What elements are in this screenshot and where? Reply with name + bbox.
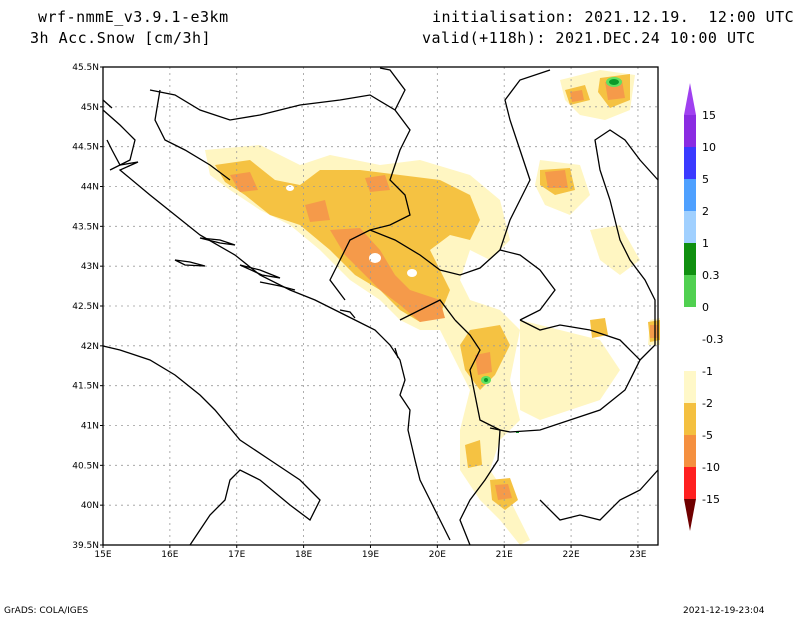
lon-tick-label: 19E [362, 550, 379, 560]
lon-tick-label: 22E [563, 550, 580, 560]
lat-tick-label: 45.5N [72, 63, 99, 73]
legend-label: -0.3 [702, 333, 723, 346]
lat-tick-label: 43N [81, 262, 99, 272]
legend-swatch [684, 467, 696, 499]
lat-tick-label: 41N [81, 422, 99, 432]
legend-swatch [684, 403, 696, 435]
footer-timestamp: 2021-12-19-23:04 [683, 606, 765, 616]
legend-swatch [684, 179, 696, 211]
legend-swatch [684, 211, 696, 243]
lat-tick-label: 41.5N [72, 382, 99, 392]
lon-tick-label: 16E [161, 550, 178, 560]
lat-tick-label: 42.5N [72, 302, 99, 312]
legend-swatch [684, 243, 696, 275]
legend-bottom-triangle [684, 499, 696, 531]
legend-label: -2 [702, 397, 713, 410]
lat-tick-label: 44N [81, 183, 99, 193]
valid-time: valid(+118h): 2021.DEC.24 10:00 UTC [422, 29, 756, 47]
lat-tick-label: 43.5N [72, 222, 99, 232]
legend-label: -5 [702, 429, 713, 442]
legend-label: 2 [702, 205, 709, 218]
map-grid [103, 67, 658, 545]
lon-tick-label: 23E [629, 550, 646, 560]
model-title: wrf-nmmE_v3.9.1-e3km [38, 8, 229, 26]
color-legend: 15 10 5 2 1 0.3 0 -0.3 -1 -2 -5 -10 -15 [684, 83, 723, 531]
legend-swatch [684, 115, 696, 147]
legend-label: 0 [702, 301, 709, 314]
legend-label: -1 [702, 365, 713, 378]
lat-tick-label: 40N [81, 501, 99, 511]
lat-tick-label: 42N [81, 342, 99, 352]
coastlines-borders [102, 67, 659, 546]
legend-swatch [684, 339, 696, 371]
legend-top-triangle [684, 83, 696, 115]
lat-tick-label: 45N [81, 103, 99, 113]
legend-swatch [684, 307, 696, 339]
init-time: initialisation: 2021.12.19. 12:00 UTC [432, 8, 795, 26]
legend-label: 5 [702, 173, 709, 186]
field-title: 3h Acc.Snow [cm/3h] [30, 29, 212, 47]
lat-tick-label: 44.5N [72, 143, 99, 153]
legend-label: -10 [702, 461, 720, 474]
lon-tick-label: 17E [228, 550, 245, 560]
snow-fields [205, 70, 660, 545]
legend-label: -15 [702, 493, 720, 506]
legend-label: 10 [702, 141, 716, 154]
lat-tick-label: 40.5N [72, 461, 99, 471]
footer-credit: GrADS: COLA/IGES [4, 606, 89, 616]
lon-tick-label: 15E [94, 550, 111, 560]
legend-label: 1 [702, 237, 709, 250]
lon-tick-label: 20E [429, 550, 446, 560]
legend-swatch [684, 275, 696, 307]
legend-swatch [684, 371, 696, 403]
lat-tick-label: 39.5N [72, 541, 99, 551]
legend-swatch [684, 147, 696, 179]
lon-tick-label: 21E [496, 550, 513, 560]
legend-label: 0.3 [702, 269, 720, 282]
legend-swatch [684, 435, 696, 467]
map-axes: 15E 16E 17E 18E 19E 20E 21E 22E 23E 39.5N 40N 40.5N… [72, 63, 647, 560]
lon-tick-label: 18E [295, 550, 312, 560]
legend-label: 15 [702, 109, 716, 122]
